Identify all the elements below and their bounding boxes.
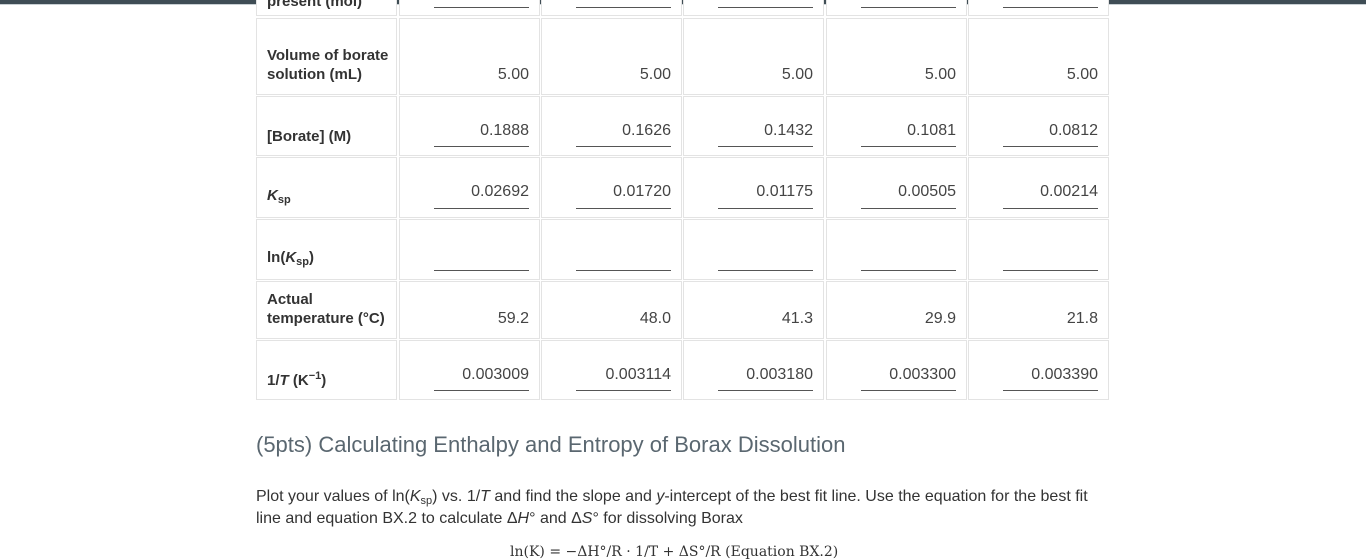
cell-value: 5.00 (497, 66, 529, 83)
row-label: 1/T (K−1) (267, 370, 327, 390)
row-label: Volume of borate solution (mL) (267, 47, 389, 83)
answer-field[interactable] (576, 390, 671, 391)
section-title: (5pts) Calculating Enthalpy and Entropy … (256, 432, 846, 457)
row-label: [Borate] (M) (267, 128, 352, 145)
answer-field[interactable] (1003, 390, 1098, 391)
answer-field[interactable] (576, 7, 671, 8)
answer-value[interactable]: 0.02692 (471, 183, 529, 200)
table-row-lnksp: ln(Ksp) (256, 219, 1110, 280)
answer-value[interactable]: 0.1432 (764, 122, 813, 139)
answer-value[interactable]: 0.003180 (746, 366, 813, 383)
cell-value: 5.00 (639, 66, 671, 83)
answer-field[interactable] (718, 7, 813, 8)
answer-value[interactable]: 0.003390 (1031, 366, 1098, 383)
instructions-paragraph: Plot your values of ln(Ksp) vs. 1/T and … (256, 488, 1088, 527)
answer-field[interactable] (861, 208, 956, 209)
answer-field[interactable] (434, 7, 529, 8)
equation-bx2: ln(K) = −ΔH°/R · 1/T + ΔS°/R (Equation B… (510, 544, 839, 560)
answer-field[interactable] (861, 146, 956, 147)
cell-value: 21.8 (1066, 310, 1098, 327)
cell-value: 41.3 (781, 310, 813, 327)
row-label: Ksp (267, 187, 291, 206)
answer-value[interactable]: 0.00505 (898, 183, 956, 200)
row-label-cell: Actual temperature (°C) (256, 281, 397, 339)
answer-field[interactable] (1003, 146, 1098, 147)
row-label-cell: ln(Ksp) (256, 219, 397, 280)
answer-value[interactable]: 0.0812 (1049, 122, 1098, 139)
answer-field[interactable] (434, 208, 529, 209)
answer-value[interactable]: 0.01720 (613, 183, 671, 200)
answer-value[interactable]: 0.1081 (907, 122, 956, 139)
row-label-cell: Volume of borate solution (mL) (256, 18, 397, 95)
cell-value: 5.00 (1066, 66, 1098, 83)
answer-field[interactable] (718, 270, 813, 271)
answer-field[interactable] (576, 270, 671, 271)
answer-field[interactable] (576, 208, 671, 209)
answer-field[interactable] (718, 390, 813, 391)
answer-field[interactable] (718, 146, 813, 147)
row-label: ln(Ksp) (267, 249, 315, 268)
answer-field[interactable] (434, 390, 529, 391)
answer-value[interactable]: 0.1626 (622, 122, 671, 139)
cell-value: 48.0 (639, 310, 671, 327)
row-label-cell: Ksp (256, 157, 397, 218)
cell-value: 29.9 (924, 310, 956, 327)
answer-field[interactable] (861, 7, 956, 8)
table-row-ksp: Ksp 0.02692 0.01720 0.01175 0.00505 0.00… (256, 157, 1110, 218)
table-row: present (mol) (256, 0, 1110, 16)
answer-value[interactable]: 0.003114 (605, 366, 671, 383)
cell-value: 5.00 (924, 66, 956, 83)
answer-field[interactable] (434, 146, 529, 147)
answer-field[interactable] (861, 390, 956, 391)
answer-field[interactable] (861, 270, 956, 271)
table-row-inverse-temperature: 1/T (K−1) 0.003009 0.003114 0.003180 0.0… (256, 340, 1110, 400)
answer-value[interactable]: 0.00214 (1040, 183, 1098, 200)
answer-value[interactable]: 0.003300 (889, 366, 956, 383)
cell-value: 59.2 (497, 310, 529, 327)
row-label-cell: 1/T (K−1) (256, 340, 397, 400)
row-label: present (mol) (267, 0, 363, 10)
row-label-cell: [Borate] (M) (256, 96, 397, 156)
table-row-volume: Volume of borate solution (mL) 5.00 5.00… (256, 18, 1110, 95)
answer-value[interactable]: 0.1888 (480, 122, 529, 139)
answer-field[interactable] (576, 146, 671, 147)
row-label: Actual temperature (°C) (267, 291, 385, 327)
answer-field[interactable] (718, 208, 813, 209)
answer-value[interactable]: 0.003009 (462, 366, 529, 383)
answer-field[interactable] (1003, 7, 1098, 8)
table-row-temperature: Actual temperature (°C) 59.2 48.0 41.3 2… (256, 281, 1110, 339)
cell-value: 5.00 (781, 66, 813, 83)
row-label-cell: present (mol) (256, 0, 397, 16)
answer-field[interactable] (434, 270, 529, 271)
answer-value[interactable]: 0.01175 (756, 183, 813, 200)
table-row-borate: [Borate] (M) 0.1888 0.1626 0.1432 0.1081… (256, 96, 1110, 156)
answer-field[interactable] (1003, 208, 1098, 209)
answer-field[interactable] (1003, 270, 1098, 271)
